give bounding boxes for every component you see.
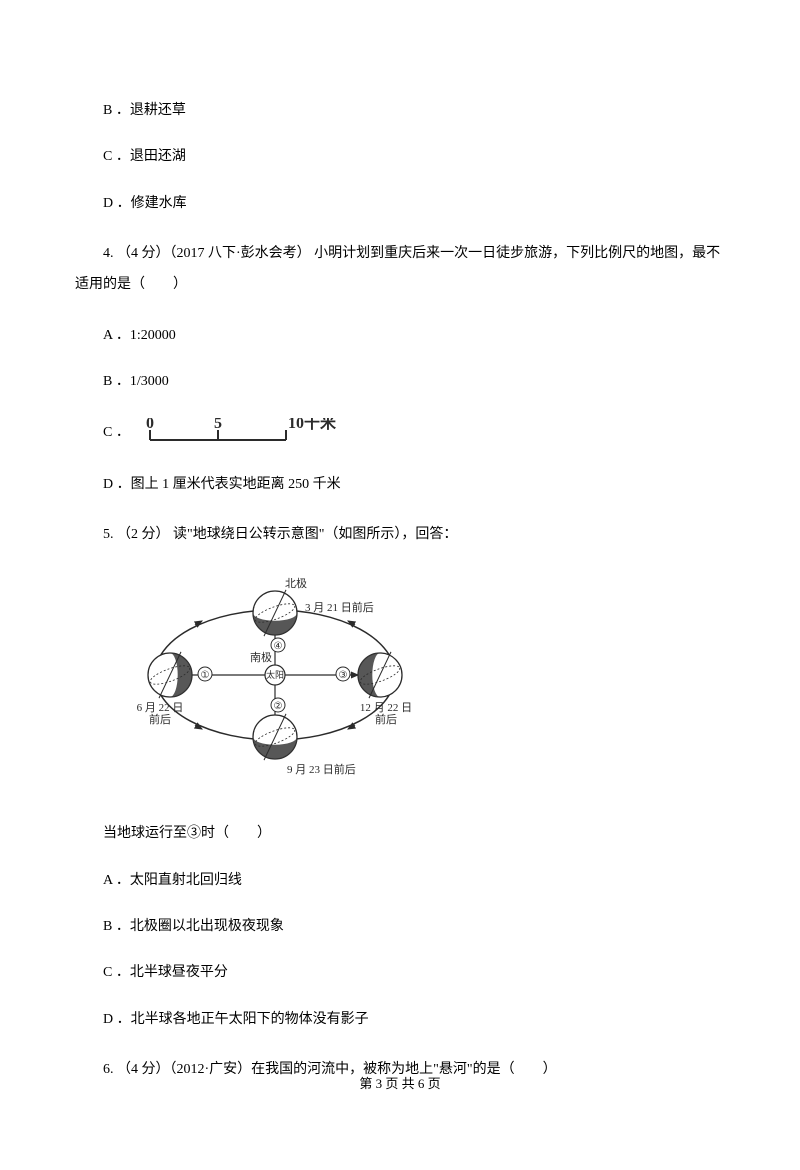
q5-option-c: C ．北半球昼夜平分 [75,962,725,984]
q3-option-b: B ．退耕还草 [75,100,725,122]
scale-bar-figure: 0 5 10千米 [136,418,336,450]
q4-option-d: D ．图上 1 厘米代表实地距离 250 千米 [75,474,725,496]
q4-option-c-prefix: C ． [103,422,130,444]
svg-text:12 月 22 日: 12 月 22 日 [360,702,412,714]
q5-figure-wrap: 太阳①6 月 22 日前后②9 月 23 日前后③12 月 22 日前后④3 月… [135,575,725,803]
q3-option-c: C ．退田还湖 [75,146,725,168]
earth-orbit-figure: 太阳①6 月 22 日前后②9 月 23 日前后③12 月 22 日前后④3 月… [135,575,415,795]
svg-text:北极: 北极 [285,576,307,590]
svg-text:③: ③ [339,670,348,681]
page-content: B ．退耕还草 C ．退田还湖 D ．修建水库 4. （4 分）（2017 八下… [0,0,800,1170]
page-footer: 第 3 页 共 6 页 [0,1073,800,1092]
svg-text:④: ④ [274,641,283,652]
q5-sub-stem: 当地球运行至③时（ ） [75,823,725,845]
svg-text:①: ① [201,670,210,681]
svg-text:3 月 21 日前后: 3 月 21 日前后 [305,600,374,614]
q4-option-b: B ．1/3000 [75,371,725,393]
svg-text:太阳: 太阳 [266,669,284,680]
svg-text:前后: 前后 [375,712,397,726]
svg-text:前后: 前后 [149,712,171,726]
svg-text:10千米: 10千米 [288,418,336,432]
svg-text:9 月 23 日前后: 9 月 23 日前后 [287,762,356,776]
q4-option-a: A ．1:20000 [75,325,725,347]
svg-text:6 月 22 日: 6 月 22 日 [137,702,184,714]
svg-text:0: 0 [146,418,154,432]
q4-stem: 4. （4 分）（2017 八下·彭水会考） 小明计划到重庆后来一次一日徒步旅游… [75,239,725,301]
q4-option-c: C ． 0 5 10千米 [75,418,725,450]
q3-option-d: D ．修建水库 [75,193,725,215]
q5-stem: 5. （2 分） 读"地球绕日公转示意图"（如图所示），回答： [75,520,725,551]
q5-option-d: D ．北半球各地正午太阳下的物体没有影子 [75,1009,725,1031]
q5-option-a: A ．太阳直射北回归线 [75,870,725,892]
svg-text:②: ② [274,701,283,712]
q5-option-b: B ．北极圈以北出现极夜现象 [75,916,725,938]
svg-text:南极: 南极 [250,650,272,664]
svg-text:5: 5 [214,418,222,432]
